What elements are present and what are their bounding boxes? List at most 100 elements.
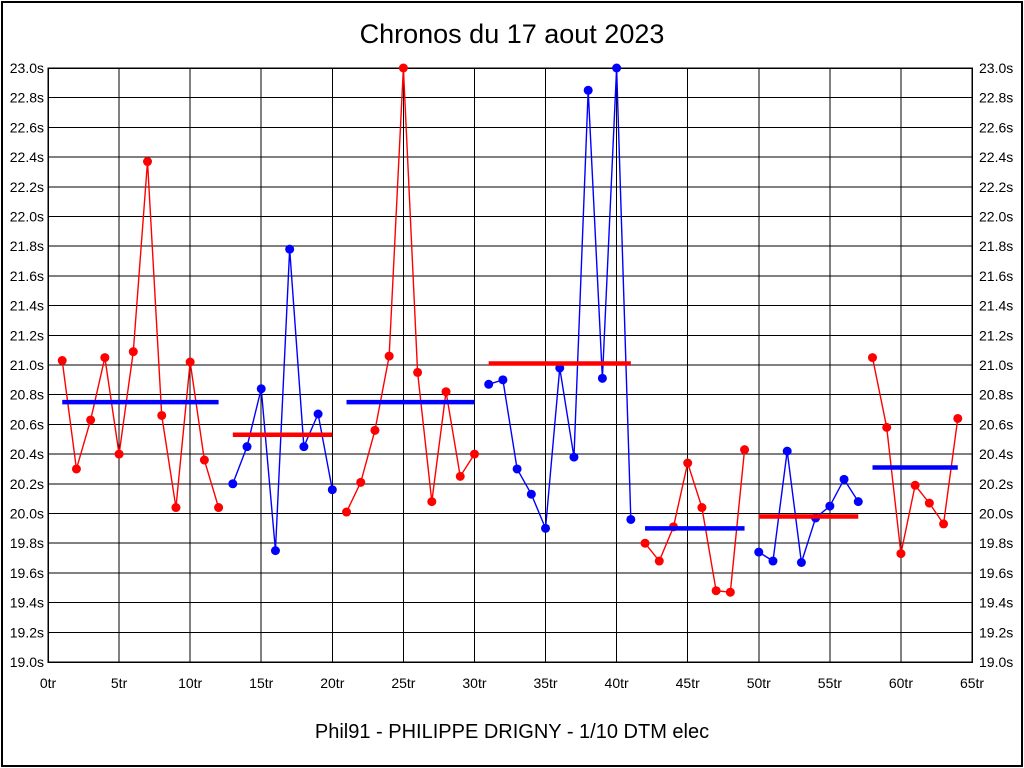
lap-time-line — [232, 249, 333, 551]
lap-time-point — [882, 422, 892, 432]
lap-time-point — [498, 375, 508, 385]
y-axis-label-left: 21.4s — [10, 298, 44, 314]
chart-subtitle: Phil91 - PHILIPPE DRIGNY - 1/10 DTM elec — [314, 721, 710, 743]
x-axis-label: 65tr — [960, 675, 984, 691]
lap-time-point — [583, 85, 593, 95]
lap-time-line — [644, 449, 746, 593]
lap-time-point — [853, 497, 863, 507]
x-axis-label: 15tr — [249, 675, 273, 691]
lap-time-point — [725, 587, 735, 597]
lap-time-point — [740, 445, 750, 455]
lap-time-point — [512, 464, 522, 474]
lap-time-line — [61, 161, 220, 508]
lap-time-point — [398, 63, 408, 73]
lap-time-point — [469, 449, 479, 459]
y-axis-label-right: 22.4s — [979, 149, 1013, 165]
lap-time-point — [128, 347, 138, 357]
y-axis-label-right: 22.6s — [979, 119, 1013, 135]
lap-time-point — [228, 479, 238, 489]
y-axis-label-left: 22.2s — [10, 179, 44, 195]
x-axis-label: 10tr — [178, 675, 202, 691]
lap-time-point — [683, 458, 693, 468]
x-axis-label: 30tr — [462, 675, 486, 691]
lap-time-point — [612, 63, 622, 73]
lap-time-line — [488, 67, 632, 529]
y-axis-label-left: 22.0s — [10, 209, 44, 225]
lap-time-point — [327, 485, 337, 495]
lap-time-point — [185, 357, 195, 367]
lap-time-point — [541, 523, 551, 533]
lap-time-point — [171, 503, 181, 513]
lap-time-point — [214, 503, 224, 513]
lap-time-point — [782, 446, 792, 456]
lap-time-point — [299, 442, 309, 452]
lap-time-point — [455, 471, 465, 481]
y-axis-label-left: 22.6s — [10, 119, 44, 135]
y-axis-label-left: 23.0s — [10, 60, 44, 76]
lap-time-point — [342, 507, 352, 517]
chart-title: Chronos du 17 aout 2023 — [359, 19, 665, 49]
plot-border — [47, 67, 973, 663]
x-axis-label: 60tr — [889, 675, 913, 691]
lap-time-point — [356, 477, 366, 487]
lap-time-point — [867, 353, 877, 363]
x-axis-label: 5tr — [111, 675, 128, 691]
y-axis-label-right: 19.0s — [979, 654, 1013, 670]
lap-time-point — [413, 367, 423, 377]
y-axis-label-left: 21.0s — [10, 357, 44, 373]
y-axis-label-right: 21.2s — [979, 327, 1013, 343]
y-axis-label-left: 21.8s — [10, 238, 44, 254]
y-axis-label-right: 21.4s — [979, 298, 1013, 314]
lap-time-point — [526, 489, 536, 499]
lap-time-point — [711, 586, 721, 596]
y-axis-label-left: 22.8s — [10, 90, 44, 106]
lap-time-point — [441, 387, 451, 397]
x-axis-label: 45tr — [676, 675, 700, 691]
y-axis-label-right: 19.2s — [979, 624, 1013, 640]
lap-time-point — [157, 410, 167, 420]
y-axis-label-right: 19.6s — [979, 565, 1013, 581]
y-axis-label-right: 21.0s — [979, 357, 1013, 373]
y-axis-label-right: 20.6s — [979, 416, 1013, 432]
lap-time-point — [143, 157, 153, 167]
lap-time-point — [953, 413, 963, 423]
y-axis-label-right: 22.0s — [979, 209, 1013, 225]
lap-time-point — [256, 384, 266, 394]
lap-time-point — [626, 514, 636, 524]
y-axis-label-left: 19.2s — [10, 624, 44, 640]
axis-labels: 23.0s 23.0s 22.8s 22.8s 22.6s 22.6s 22.4s 22.4s… — [10, 60, 1014, 691]
x-axis-label: 0tr — [40, 675, 57, 691]
x-axis-label: 25tr — [391, 675, 415, 691]
lap-time-point — [796, 558, 806, 568]
lap-time-point — [697, 503, 707, 513]
y-axis-label-right: 20.4s — [979, 446, 1013, 462]
series-stint-6 — [754, 446, 863, 568]
y-axis-label-left: 19.4s — [10, 595, 44, 611]
lap-time-point — [939, 519, 949, 529]
y-axis-label-right: 20.8s — [979, 387, 1013, 403]
lap-time-point — [754, 547, 764, 557]
lap-time-point — [896, 549, 906, 559]
lap-time-line — [758, 451, 859, 563]
lap-time-point — [839, 474, 849, 484]
lap-time-point — [285, 244, 295, 254]
y-axis-label-right: 20.2s — [979, 476, 1013, 492]
lap-time-point — [427, 497, 437, 507]
series-stint-4 — [484, 63, 636, 533]
series-stint-2 — [228, 244, 337, 556]
y-axis-label-right: 21.8s — [979, 238, 1013, 254]
x-axis-label: 50tr — [747, 675, 771, 691]
y-axis-label-left: 21.6s — [10, 268, 44, 284]
y-axis-label-left: 19.8s — [10, 535, 44, 551]
lap-time-point — [597, 373, 607, 383]
y-axis-label-right: 22.8s — [979, 90, 1013, 106]
lap-time-line — [345, 67, 476, 513]
lap-time-point — [640, 538, 650, 548]
lap-time-point — [924, 498, 934, 508]
y-axis-label-right: 20.0s — [979, 506, 1013, 522]
series-stint-3 — [342, 63, 479, 517]
y-axis-label-right: 23.0s — [979, 60, 1013, 76]
x-axis-label: 20tr — [320, 675, 344, 691]
lap-time-point — [242, 442, 252, 452]
